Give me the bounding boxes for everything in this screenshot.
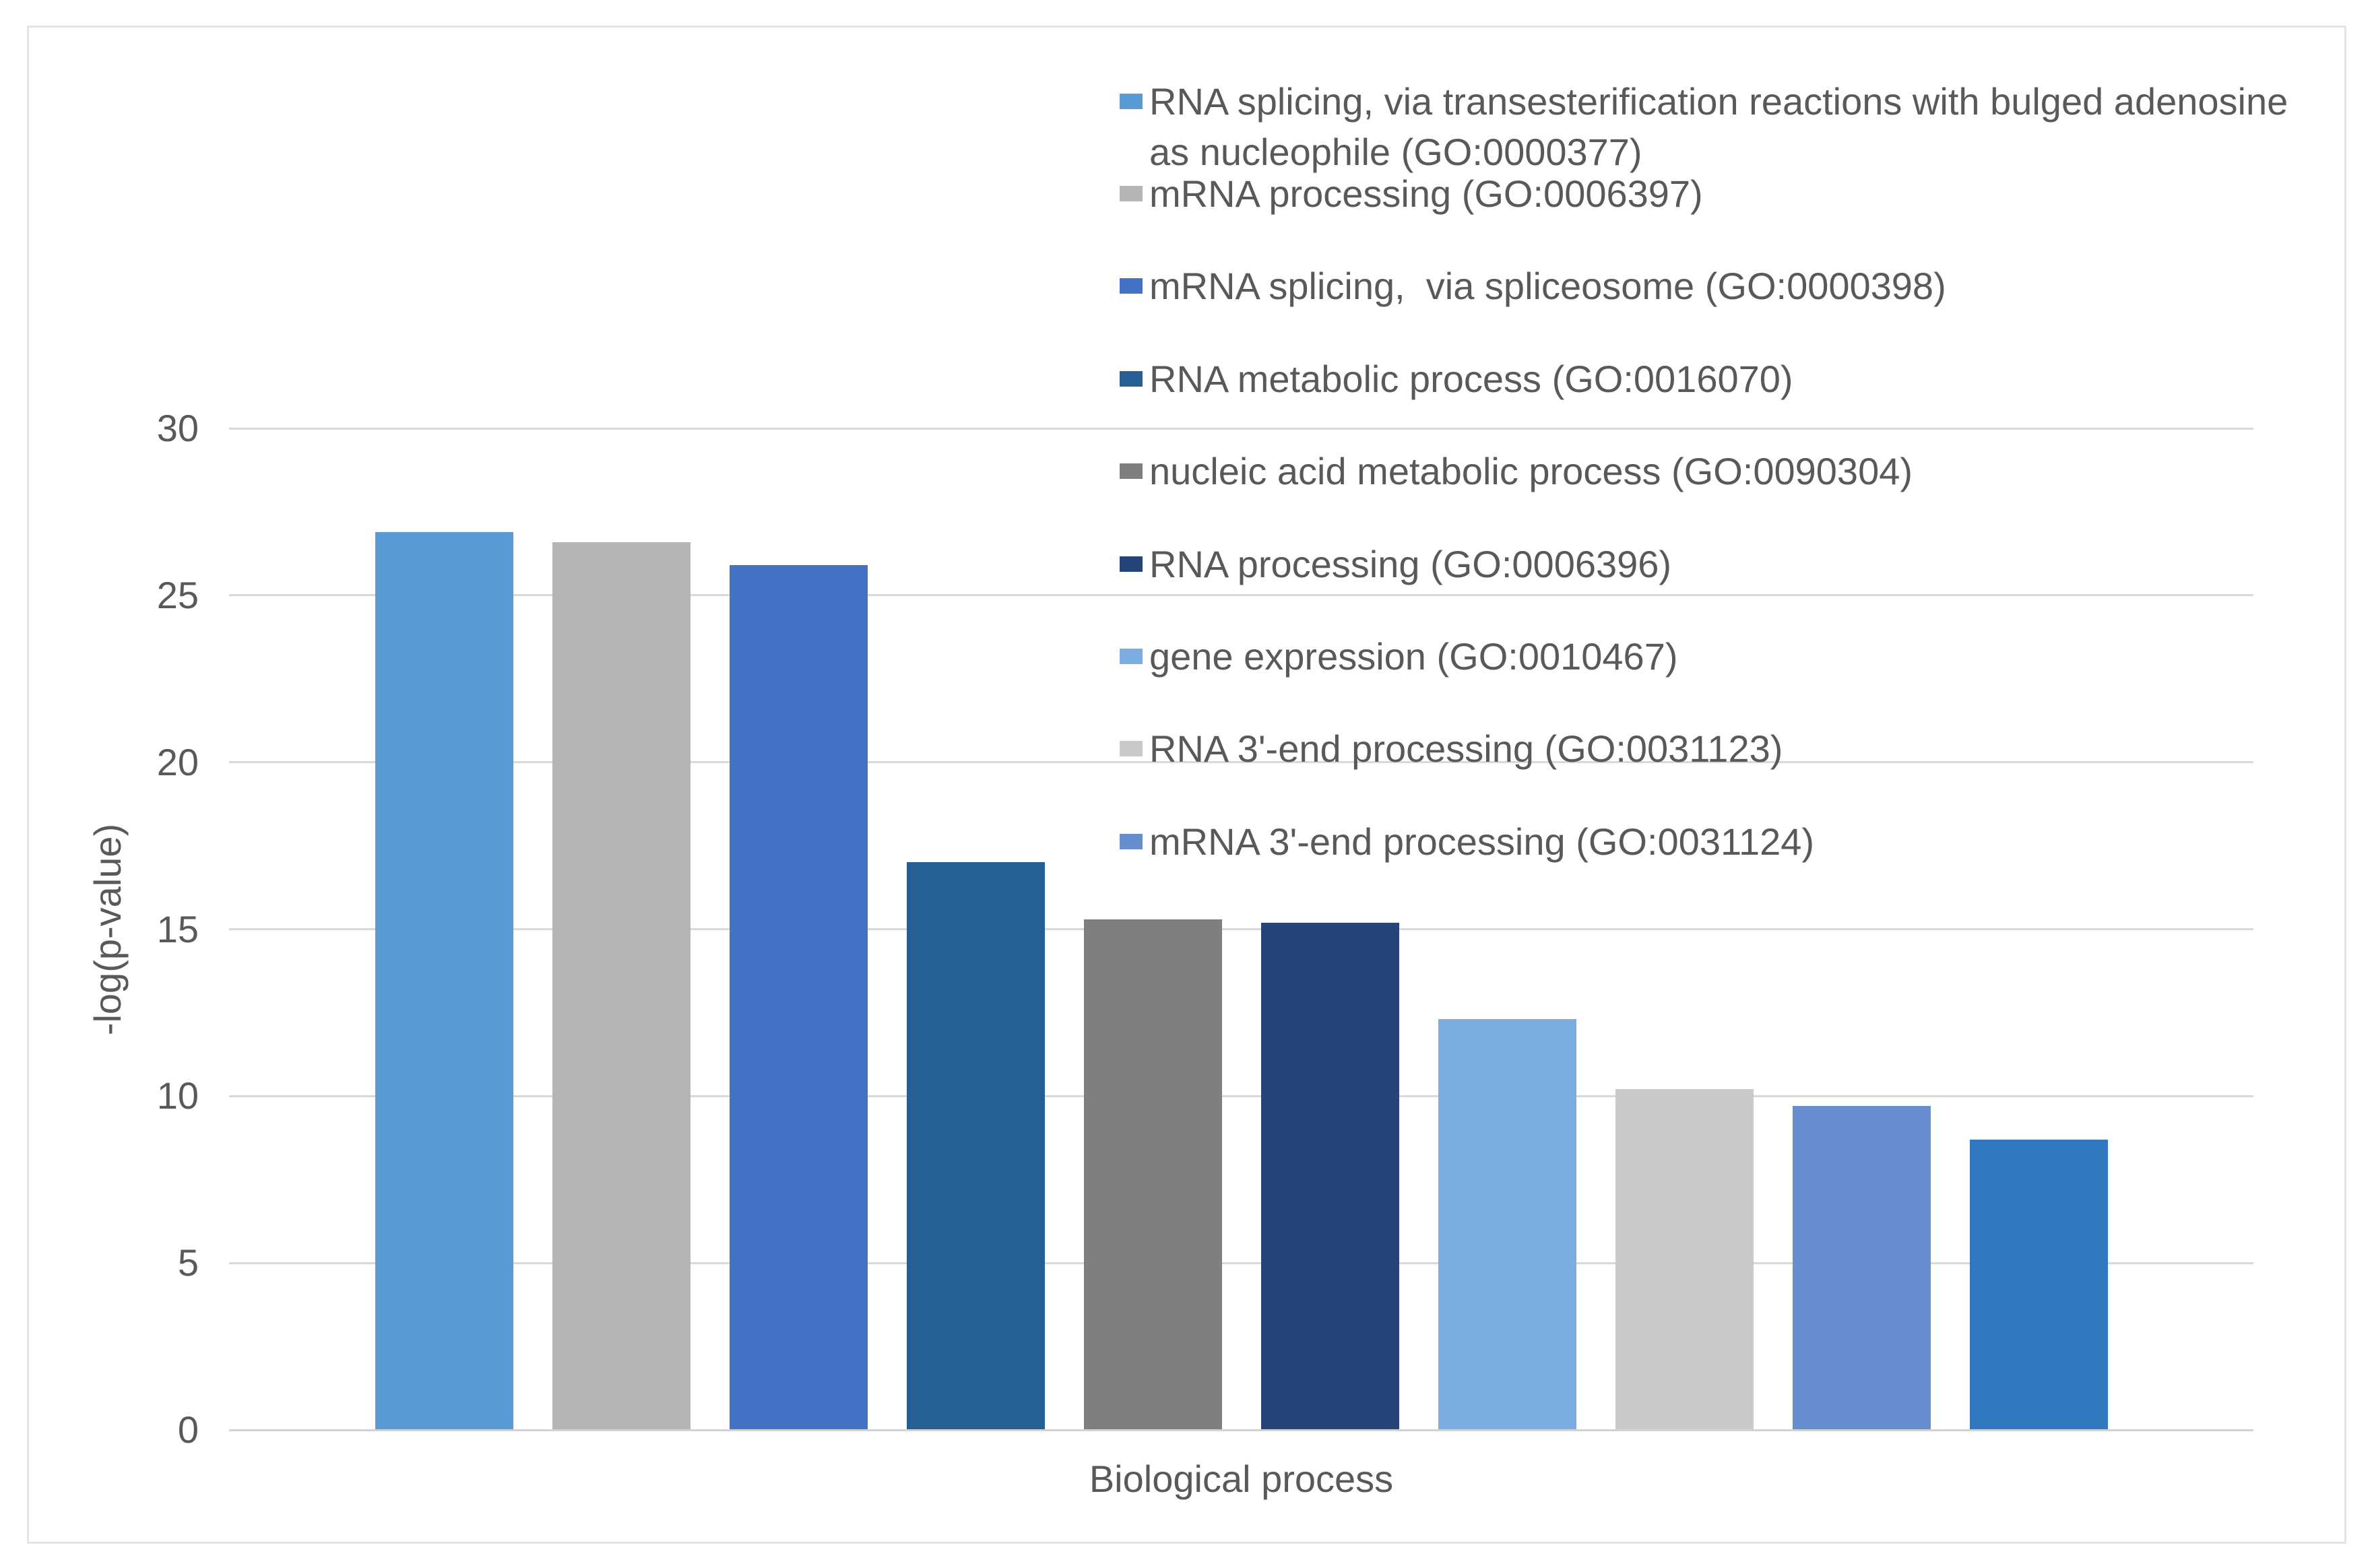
legend-label: mRNA processing (GO:0006397) xyxy=(1149,172,1703,215)
bar xyxy=(375,531,513,1430)
legend-swatch xyxy=(1120,648,1143,664)
legend-label: RNA splicing, via transesterification re… xyxy=(1149,79,2299,173)
gridline xyxy=(229,1095,2253,1097)
gridline xyxy=(229,594,2253,597)
legend-label: RNA processing (GO:0006396) xyxy=(1149,542,1672,585)
y-tick-label: 10 xyxy=(156,1074,199,1117)
legend-label: gene expression (GO:0010467) xyxy=(1149,634,1678,678)
bar xyxy=(906,862,1045,1430)
y-tick-label: 15 xyxy=(156,907,199,950)
bar xyxy=(1083,919,1222,1430)
gridline xyxy=(229,427,2253,430)
bar xyxy=(1969,1139,2108,1430)
legend-swatch xyxy=(1120,185,1143,201)
legend-label: mRNA 3'-end processing (GO:0031124) xyxy=(1149,820,1815,863)
legend-swatch xyxy=(1120,93,1143,109)
legend-label: nucleic acid metabolic process (GO:00903… xyxy=(1149,450,1913,493)
legend-label: mRNA splicing, via spliceosome (GO:00003… xyxy=(1149,265,1946,308)
bar xyxy=(729,565,868,1430)
gridline xyxy=(229,761,2253,764)
bar xyxy=(1438,1019,1576,1430)
x-axis-line xyxy=(229,1429,2253,1431)
legend-swatch xyxy=(1120,463,1143,480)
bar xyxy=(1260,922,1399,1430)
legend-swatch xyxy=(1120,370,1143,387)
y-tick-label: 25 xyxy=(156,573,199,616)
legend-label: RNA 3'-end processing (GO:0031123) xyxy=(1149,727,1783,771)
y-tick-label: 30 xyxy=(156,407,199,449)
y-tick-label: 5 xyxy=(177,1241,199,1284)
x-axis-title: Biological process xyxy=(1089,1458,1394,1500)
gridline xyxy=(229,928,2253,930)
legend-swatch xyxy=(1120,741,1143,757)
legend-label: RNA metabolic process (GO:0016070) xyxy=(1149,357,1793,400)
bar xyxy=(552,542,691,1430)
y-tick-label: 20 xyxy=(156,740,199,783)
legend-swatch xyxy=(1120,556,1143,572)
y-tick-label: 0 xyxy=(177,1408,199,1451)
legend-swatch xyxy=(1120,833,1143,849)
bar xyxy=(1615,1089,1754,1430)
bar xyxy=(1792,1106,1931,1430)
bars-plot-area xyxy=(229,428,2253,1430)
gridline xyxy=(229,1262,2253,1264)
legend-swatch xyxy=(1120,278,1143,294)
